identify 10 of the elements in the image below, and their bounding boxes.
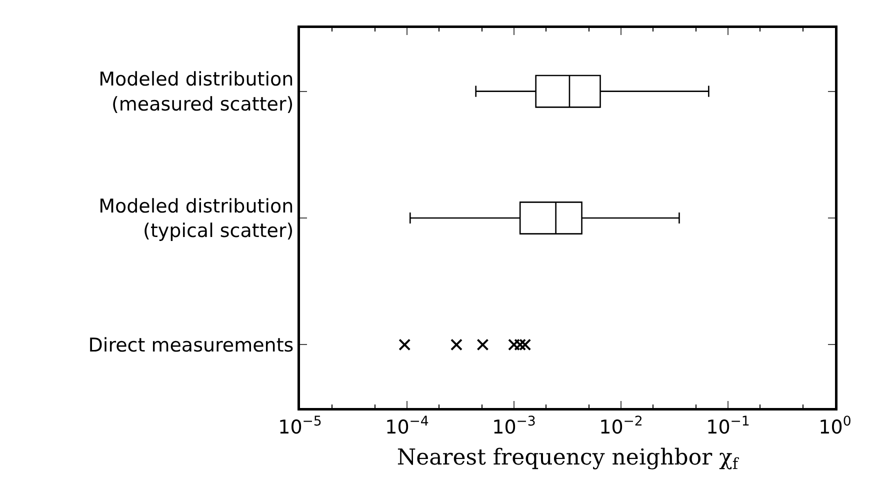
y-tick-label: Modeled distribution (typical scatter) [98,195,294,242]
y-tick-label: Modeled distribution (measured scatter) [98,68,294,116]
x-tick-label: 10$^{−5}$ [278,414,322,438]
x-tick-label: 10$^{−3}$ [492,414,536,438]
x-axis-title: Nearest frequency neighbor χ$_{f}$ [396,445,740,474]
x-tick-label: 10$^{0}$ [818,414,852,438]
x-tick-label: 10$^{−2}$ [599,414,643,438]
x-tick-label: 10$^{−4}$ [385,414,429,438]
y-tick-label: Direct measurements [88,334,294,356]
x-tick-label: 10$^{−1}$ [706,414,750,438]
